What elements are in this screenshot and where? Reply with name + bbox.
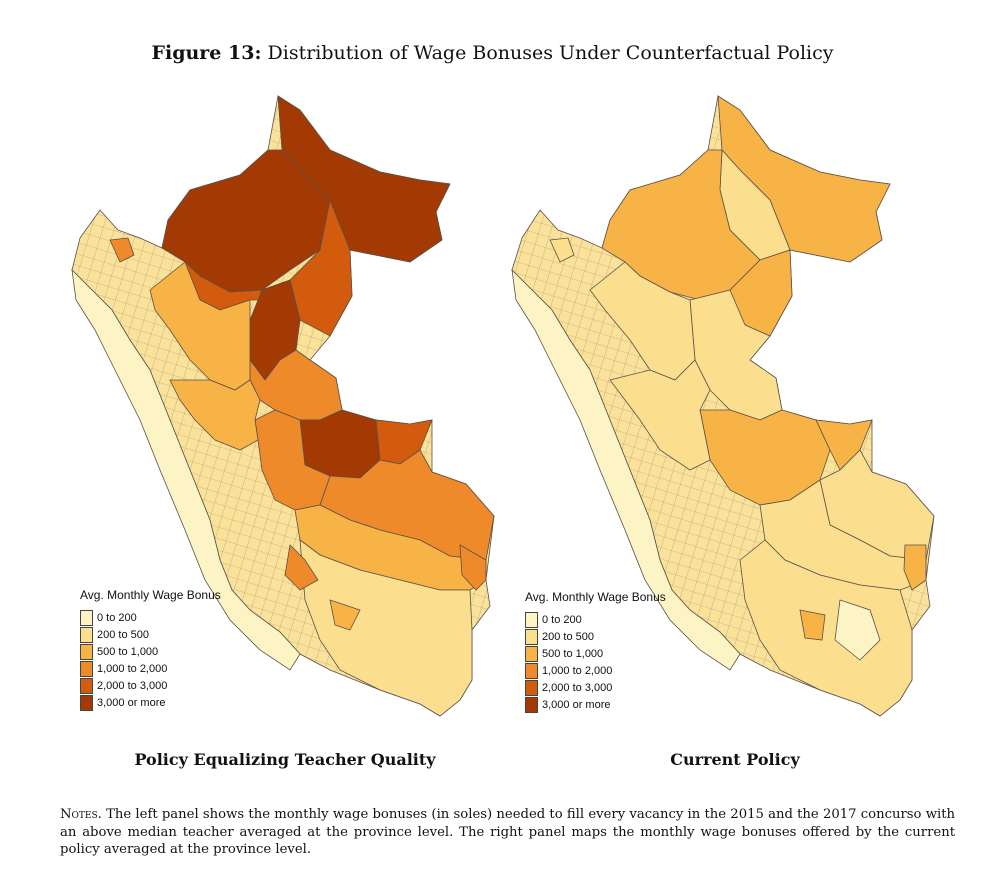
- legend-swatch: [80, 660, 93, 677]
- legend-swatch: [525, 679, 538, 696]
- left-region-puno: [459, 544, 487, 591]
- legend-label: 200 to 500: [97, 628, 149, 641]
- legend-label: 200 to 500: [542, 630, 594, 643]
- legend-label: 3,000 or more: [542, 698, 611, 711]
- legend-item: 500 to 1,000: [525, 645, 666, 662]
- left-legend-title: Avg. Monthly Wage Bonus: [80, 588, 221, 602]
- right-region-coast: [511, 268, 741, 671]
- legend-label: 500 to 1,000: [542, 647, 604, 660]
- legend-swatch: [80, 609, 93, 626]
- legend-item: 200 to 500: [80, 626, 221, 643]
- left-region-coast: [71, 268, 301, 671]
- figure-label: Figure 13:: [151, 42, 262, 64]
- legend-swatch: [525, 628, 538, 645]
- right-region-south: [739, 539, 913, 717]
- legend-item: 0 to 200: [525, 611, 666, 628]
- right-region-tumbes: [549, 237, 575, 263]
- right-map: [511, 95, 935, 717]
- legend-item: 1,000 to 2,000: [80, 660, 221, 677]
- right-region-puno-e: [903, 544, 927, 591]
- right-region-arequipa: [799, 609, 826, 641]
- figure-title-text: Distribution of Wage Bonuses Under Count…: [267, 42, 834, 64]
- legend-swatch: [525, 662, 538, 679]
- legend-label: 0 to 200: [542, 613, 582, 626]
- left-region-sierra-c: [169, 379, 261, 451]
- notes-lead: Notes.: [60, 807, 102, 822]
- legend-item: 2,000 to 3,000: [80, 677, 221, 694]
- legend-swatch: [525, 645, 538, 662]
- right-region-central: [699, 409, 831, 506]
- legend-item: 200 to 500: [525, 628, 666, 645]
- legend-item: 3,000 or more: [80, 694, 221, 711]
- left-region-arequipa: [329, 599, 361, 631]
- legend-item: 3,000 or more: [525, 696, 666, 713]
- legend-label: 3,000 or more: [97, 696, 166, 709]
- right-region-southern-pocket: [834, 599, 881, 661]
- legend-swatch: [80, 694, 93, 711]
- right-legend-title: Avg. Monthly Wage Bonus: [525, 590, 666, 604]
- right-panel-label: Current Policy: [670, 750, 800, 769]
- left-region-sierra-n: [149, 261, 251, 391]
- left-region-south-sierra: [299, 539, 473, 717]
- legend-item: 0 to 200: [80, 609, 221, 626]
- left-map: [71, 95, 495, 717]
- legend-label: 1,000 to 2,000: [542, 664, 613, 677]
- legend-swatch: [525, 696, 538, 713]
- legend-label: 500 to 1,000: [97, 645, 159, 658]
- legend-swatch: [80, 643, 93, 660]
- left-region-tumbes: [109, 237, 135, 263]
- right-legend: Avg. Monthly Wage Bonus 0 to 200 200 to 5…: [525, 590, 666, 713]
- legend-item: 500 to 1,000: [80, 643, 221, 660]
- left-legend-rows: 0 to 200 200 to 500 500 to 1,000 1,000 to 2…: [80, 609, 221, 711]
- figure-notes: Notes. The left panel shows the monthly …: [60, 806, 955, 859]
- notes-text: The left panel shows the monthly wage bo…: [60, 807, 955, 857]
- right-legend-rows: 0 to 200 200 to 500 500 to 1,000 1,000 to 2…: [525, 611, 666, 713]
- right-region-sierra-c: [609, 359, 711, 471]
- legend-swatch: [80, 626, 93, 643]
- left-legend: Avg. Monthly Wage Bonus 0 to 200 200 to 5…: [80, 588, 221, 711]
- left-panel-label: Policy Equalizing Teacher Quality: [134, 750, 436, 769]
- legend-label: 0 to 200: [97, 611, 137, 624]
- legend-label: 1,000 to 2,000: [97, 662, 168, 675]
- legend-label: 2,000 to 3,000: [542, 681, 613, 694]
- legend-label: 2,000 to 3,000: [97, 679, 168, 692]
- legend-item: 1,000 to 2,000: [525, 662, 666, 679]
- figure-title: Figure 13: Distribution of Wage Bonuses …: [0, 42, 985, 64]
- legend-item: 2,000 to 3,000: [525, 679, 666, 696]
- legend-swatch: [80, 677, 93, 694]
- left-region-apurimac: [284, 544, 319, 591]
- left-region-loreto-c: [281, 149, 353, 337]
- legend-swatch: [525, 611, 538, 628]
